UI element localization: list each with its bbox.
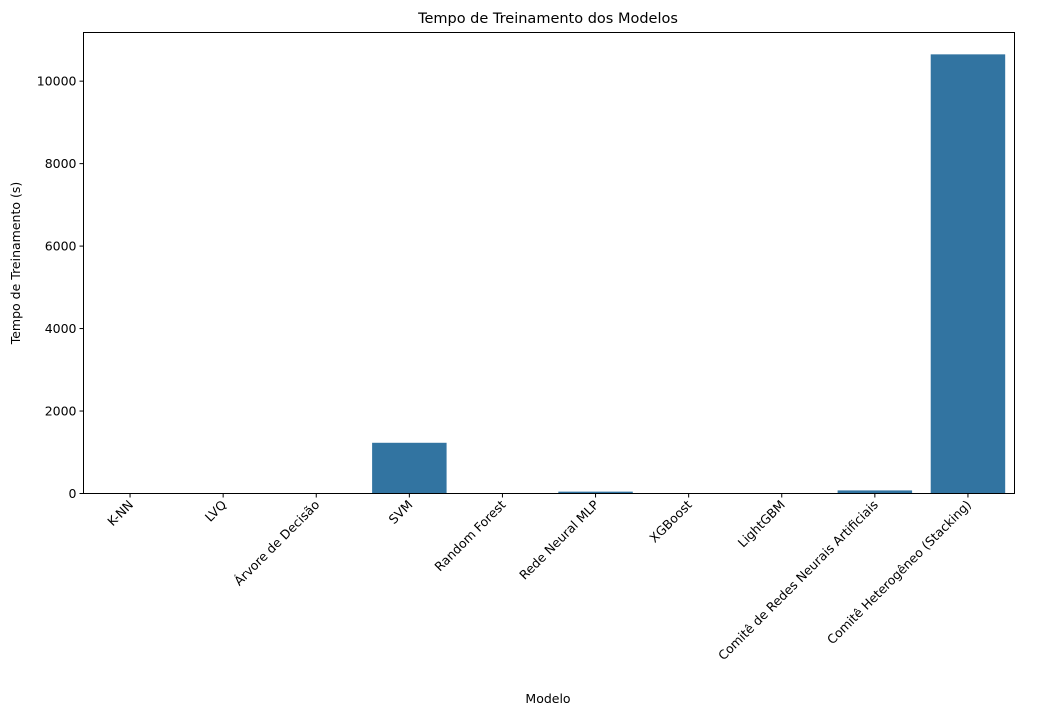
y-tick-label: 4000 bbox=[45, 321, 77, 336]
bar-9 bbox=[837, 490, 913, 494]
x-tick-label: LVQ bbox=[202, 497, 230, 525]
bar-10 bbox=[930, 54, 1006, 494]
y-tick-label: 6000 bbox=[45, 239, 77, 254]
y-axis-ticks: 0 2000 4000 6000 8000 10000 bbox=[37, 74, 84, 501]
x-axis-label: Modelo bbox=[525, 691, 570, 706]
x-tick-label: XGBoost bbox=[646, 497, 695, 546]
chart-title: Tempo de Treinamento dos Modelos bbox=[417, 11, 678, 27]
x-tick-label: Comitê de Redes Neurais Artificiais bbox=[715, 497, 881, 663]
x-tick-label: Rede Neural MLP bbox=[516, 497, 602, 583]
y-axis-label: Tempo de Treinamento (s) bbox=[8, 182, 23, 346]
x-tick-label: Árvore de Decisão bbox=[231, 497, 322, 588]
x-tick-label: Random Forest bbox=[431, 497, 508, 574]
x-axis-ticks: K-NN LVQ Árvore de Decisão SVM Random Forest… bbox=[104, 493, 974, 663]
y-tick-label: 8000 bbox=[45, 156, 77, 171]
y-tick-label: 0 bbox=[69, 486, 77, 501]
x-tick-label: Comitê Heterogêneo (Stacking) bbox=[824, 497, 974, 647]
bar-6 bbox=[558, 491, 633, 494]
y-tick-label: 10000 bbox=[37, 74, 77, 89]
x-tick-label: K-NN bbox=[104, 497, 136, 529]
x-tick-label: SVM bbox=[386, 497, 416, 527]
bars-group bbox=[92, 54, 1006, 494]
plot-frame bbox=[83, 32, 1015, 494]
y-tick-label: 2000 bbox=[45, 404, 77, 419]
x-tick-label: LightGBM bbox=[735, 497, 788, 550]
bar-4 bbox=[372, 442, 447, 494]
